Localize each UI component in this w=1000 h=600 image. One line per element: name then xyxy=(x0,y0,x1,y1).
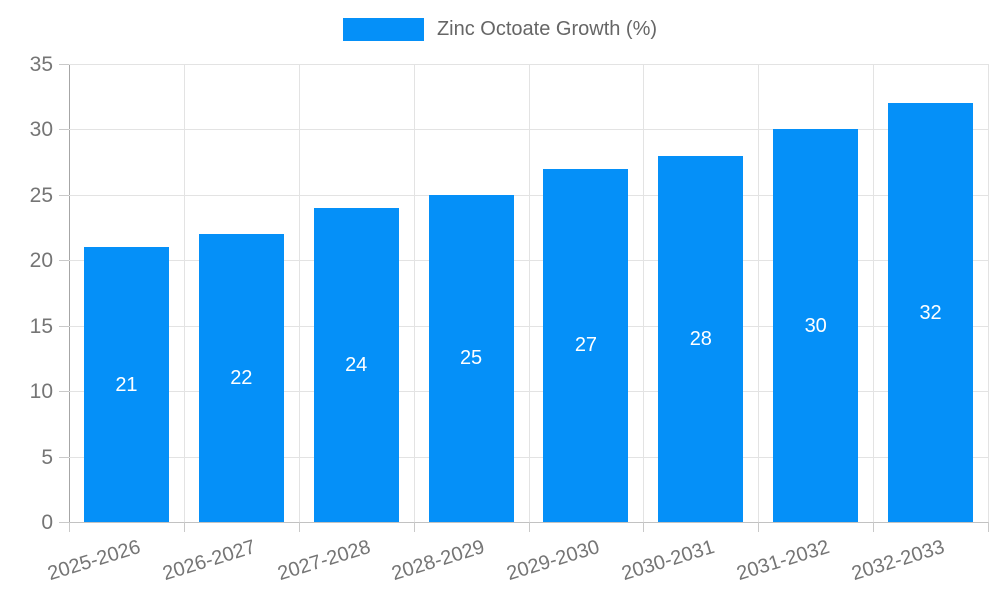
bar-value-label: 30 xyxy=(804,314,827,337)
x-axis-tick xyxy=(758,522,760,532)
y-axis-tick xyxy=(59,325,69,327)
chart-legend: Zinc Octoate Growth (%) xyxy=(0,18,1000,41)
y-axis-tick-label: 35 xyxy=(29,53,53,76)
gridline-vertical xyxy=(873,64,875,522)
y-axis-tick xyxy=(59,456,69,458)
x-axis-tick-label: 2025-2026 xyxy=(44,536,143,586)
x-axis-tick-label: 2028-2029 xyxy=(389,536,488,586)
legend-label: Zinc Octoate Growth (%) xyxy=(436,18,658,40)
y-axis-tick-label: 30 xyxy=(29,118,53,142)
x-axis-tick xyxy=(413,522,415,532)
bar-2026-2027[interactable]: 22 xyxy=(198,234,284,522)
y-axis-tick-label: 10 xyxy=(29,380,53,404)
legend-swatch xyxy=(342,18,424,41)
plot-area: 21 22 24 25 27 28 30 32 xyxy=(69,64,989,522)
gridline-vertical xyxy=(988,64,989,522)
bar-2025-2026[interactable]: 21 xyxy=(83,247,169,522)
x-axis-tick-label: 2030-2031 xyxy=(619,536,718,586)
gridline-vertical xyxy=(183,64,185,522)
y-axis-tick-label: 25 xyxy=(29,183,53,207)
gridline-vertical xyxy=(758,64,760,522)
bar-2028-2029[interactable]: 25 xyxy=(428,194,514,522)
x-axis-tick-label: 2026-2027 xyxy=(159,536,258,586)
x-axis-tick-label: 2027-2028 xyxy=(274,536,373,586)
bar-value-label: 28 xyxy=(689,327,712,350)
y-axis-tick xyxy=(59,522,69,523)
y-axis-tick xyxy=(59,260,69,262)
x-axis-tick xyxy=(298,522,300,532)
legend-item[interactable]: Zinc Octoate Growth (%) xyxy=(342,18,658,41)
x-axis-tick-label: 2032-2033 xyxy=(849,536,947,586)
bar-2029-2030[interactable]: 27 xyxy=(543,168,629,522)
y-axis-tick-label: 5 xyxy=(41,445,53,469)
x-axis-tick xyxy=(183,522,185,532)
x-axis-tick xyxy=(873,522,875,532)
bar-2027-2028[interactable]: 24 xyxy=(313,207,399,522)
y-axis-tick xyxy=(59,64,69,65)
bar-value-label: 24 xyxy=(345,353,368,376)
y-axis-tick xyxy=(59,129,69,131)
bar-value-label: 21 xyxy=(115,373,138,396)
y-axis-tick-label: 20 xyxy=(29,249,53,273)
x-axis-tick xyxy=(988,522,989,532)
y-axis-tick xyxy=(59,391,69,393)
gridline-vertical xyxy=(298,64,300,522)
bar-2031-2032[interactable]: 30 xyxy=(773,129,859,522)
x-axis-tick-label: 2031-2032 xyxy=(734,536,833,586)
gridline-vertical xyxy=(528,64,530,522)
gridline-vertical xyxy=(643,64,645,522)
x-axis-tick-label: 2029-2030 xyxy=(504,536,603,586)
gridline-vertical xyxy=(413,64,415,522)
y-axis-tick-label: 0 xyxy=(41,511,53,534)
y-axis-tick xyxy=(59,194,69,196)
x-axis-tick xyxy=(528,522,530,532)
bar-value-label: 25 xyxy=(459,347,483,370)
bar-2032-2033[interactable]: 32 xyxy=(888,103,974,522)
y-axis-line xyxy=(69,64,70,532)
x-axis-tick xyxy=(643,522,645,532)
bar-value-label: 32 xyxy=(919,301,942,324)
x-axis-tick xyxy=(69,522,70,532)
bar-value-label: 22 xyxy=(230,367,253,390)
bar-2030-2031[interactable]: 28 xyxy=(658,155,744,522)
bar-value-label: 27 xyxy=(574,334,598,357)
y-axis-tick-label: 15 xyxy=(29,314,53,338)
